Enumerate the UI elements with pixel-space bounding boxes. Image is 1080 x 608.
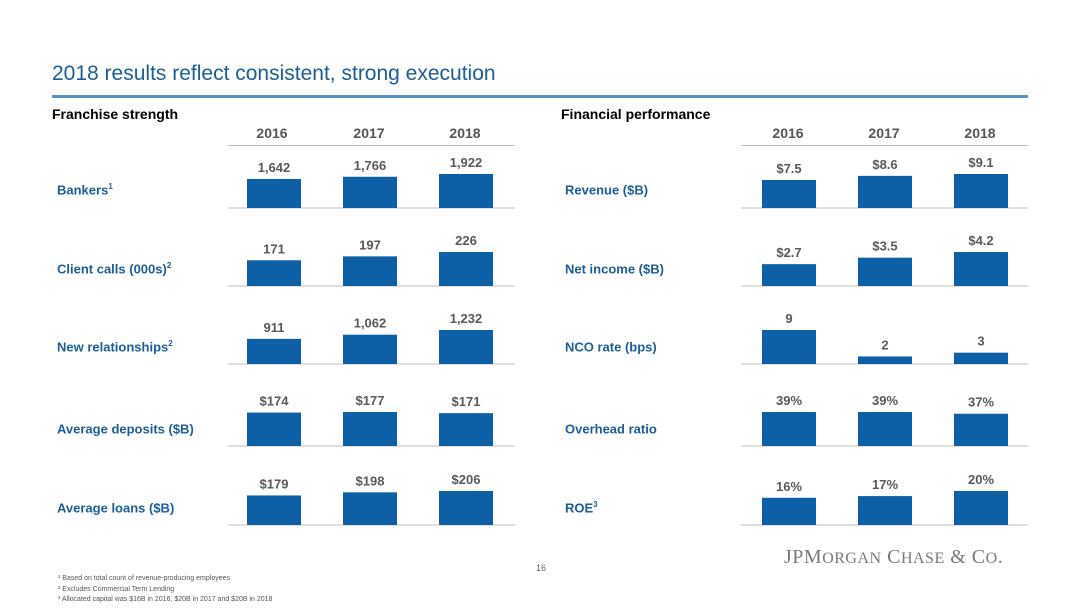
row-label-average-loans: Average loans ($B)	[57, 500, 175, 516]
client-calls-000s-bar-2017	[343, 256, 397, 286]
overhead-ratio-bar-2017	[858, 412, 912, 446]
client-calls-000s-bar-2016	[247, 260, 301, 286]
average-deposits-b-bar-2016	[247, 412, 301, 446]
bankers-value-label-2016: 1,642	[258, 160, 291, 175]
row-label-bankers: Bankers1	[57, 182, 113, 198]
average-deposits-b-value-label-2018: $171	[452, 394, 481, 409]
average-loans-b-bar-2017	[343, 492, 397, 525]
row-label-nco-rate: NCO rate (bps)	[565, 339, 657, 355]
average-loans-b-value-label-2017: $198	[356, 473, 385, 488]
average-loans-b-bar-2018	[439, 491, 493, 525]
new-relationships-bar-2016	[247, 338, 301, 364]
client-calls-000s-value-label-2016: 171	[263, 241, 285, 256]
overhead-ratio-value-label-2018: 37%	[968, 395, 994, 410]
nco-rate-bps-value-label-2017: 2	[881, 337, 888, 352]
bankers-value-label-2017: 1,766	[354, 158, 387, 173]
footnote-1: ¹ Based on total count of revenue-produc…	[58, 575, 230, 582]
new-relationships-value-label-2016: 911	[264, 320, 285, 335]
average-deposits-b-value-label-2016: $174	[260, 394, 290, 409]
revenue-b-bar-2017	[858, 175, 912, 208]
revenue-b-value-label-2016: $7.5	[776, 161, 801, 176]
left-year-divider	[228, 145, 515, 146]
overhead-ratio-bar-2016	[762, 412, 816, 446]
row-label-new-relationships: New relationships2	[57, 339, 173, 355]
new-relationships-value-label-2017: 1,062	[354, 316, 387, 331]
average-loans-b-value-label-2018: $206	[452, 472, 481, 487]
roe-bar-2016	[762, 497, 816, 525]
row-label-revenue: Revenue ($B)	[565, 182, 649, 198]
row-label-roe: ROE3	[565, 500, 598, 516]
nco-rate-bps-value-label-2018: 3	[977, 334, 984, 349]
right-year-2017: 2017	[868, 125, 900, 141]
row-label-overhead-ratio: Overhead ratio	[565, 421, 657, 437]
bankers-bar-2016	[247, 178, 301, 208]
roe-value-label-2018: 20%	[968, 472, 994, 487]
footnote-2: ² Excludes Commercial Term Lending	[58, 586, 175, 593]
net-income-b-value-label-2018: $4.2	[968, 233, 993, 248]
right-year-2018: 2018	[964, 125, 996, 141]
net-income-b-bar-2016	[762, 264, 816, 286]
row-label-net-income: Net income ($B)	[565, 261, 664, 277]
net-income-b-value-label-2016: $2.7	[776, 245, 801, 260]
net-income-b-bar-2017	[858, 257, 912, 286]
average-loans-b-bar-2016	[247, 495, 301, 525]
bankers-value-label-2018: 1,922	[450, 155, 483, 170]
net-income-b-bar-2018	[954, 252, 1008, 286]
average-loans-b-value-label-2016: $179	[260, 476, 289, 491]
new-relationships-bar-2017	[343, 334, 397, 364]
page-number: 16	[535, 563, 546, 573]
overhead-ratio-bar-2018	[954, 413, 1008, 446]
client-calls-000s-value-label-2017: 197	[359, 237, 381, 252]
client-calls-000s-value-label-2018: 226	[455, 233, 477, 248]
revenue-b-bar-2016	[762, 179, 816, 208]
average-deposits-b-value-label-2017: $177	[356, 393, 385, 408]
revenue-b-value-label-2017: $8.6	[872, 157, 897, 172]
right-panel-heading: Financial performance	[561, 106, 711, 122]
right-year-divider	[741, 145, 1028, 146]
left-panel-heading: Franchise strength	[52, 106, 179, 122]
roe-value-label-2017: 17%	[872, 477, 898, 492]
new-relationships-value-label-2018: 1,232	[450, 311, 483, 326]
bankers-bar-2017	[343, 176, 397, 208]
overhead-ratio-value-label-2016: 39%	[776, 393, 802, 408]
new-relationships-bar-2018	[439, 330, 493, 364]
left-year-2018: 2018	[449, 125, 481, 141]
title-divider	[52, 95, 1028, 98]
roe-bar-2017	[858, 496, 912, 525]
roe-value-label-2016: 16%	[776, 479, 802, 494]
nco-rate-bps-bar-2018	[954, 352, 1008, 364]
average-deposits-b-bar-2017	[343, 412, 397, 446]
nco-rate-bps-value-label-2016: 9	[785, 311, 792, 326]
footnote-3: ³ Allocated capital was $16B in 2016, $2…	[58, 596, 273, 603]
row-label-average-deposits: Average deposits ($B)	[57, 421, 194, 437]
client-calls-000s-bar-2018	[439, 252, 493, 286]
average-deposits-b-bar-2018	[439, 413, 493, 446]
left-year-2017: 2017	[353, 125, 385, 141]
roe-bar-2018	[954, 491, 1008, 525]
bankers-bar-2018	[439, 174, 493, 208]
row-label-client-calls: Client calls (000s)2	[57, 261, 172, 277]
nco-rate-bps-bar-2017	[858, 356, 912, 364]
revenue-b-bar-2018	[954, 174, 1008, 208]
right-year-2016: 2016	[772, 125, 804, 141]
nco-rate-bps-bar-2016	[762, 330, 816, 364]
overhead-ratio-value-label-2017: 39%	[872, 393, 898, 408]
left-year-2016: 2016	[256, 125, 288, 141]
revenue-b-value-label-2018: $9.1	[968, 155, 993, 170]
company-logo: JPMORGAN CHASE & CO.	[784, 546, 1004, 568]
page-title: 2018 results reflect consistent, strong …	[52, 62, 496, 85]
net-income-b-value-label-2017: $3.5	[872, 239, 897, 254]
